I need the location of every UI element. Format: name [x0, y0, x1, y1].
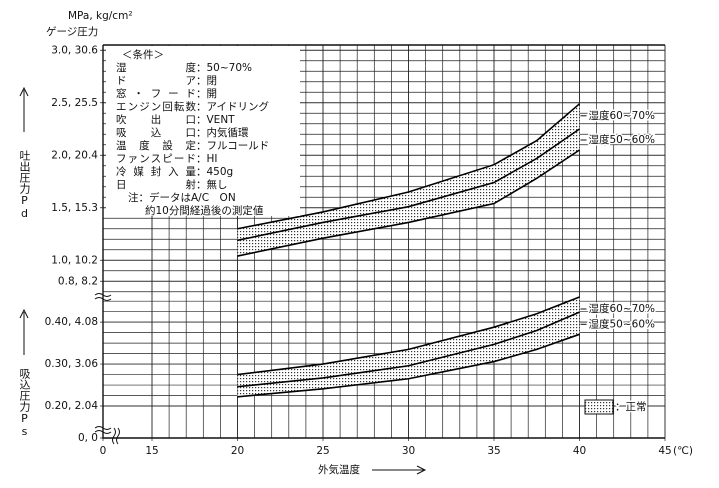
series-line	[237, 149, 580, 257]
x-tick-label: 30	[402, 445, 415, 457]
y-tick-label: 1.0, 10.2	[51, 254, 98, 266]
legend-swatch	[584, 399, 614, 415]
y-tick-label: 0.20, 2.04	[45, 400, 99, 412]
condition-value: ：内気循環	[196, 126, 249, 139]
condition-label: ファンスピード	[116, 153, 196, 165]
condition-value: ：無し	[196, 178, 228, 191]
series-line	[237, 103, 581, 230]
y-tick-label: 0.8, 8.2	[58, 275, 98, 287]
arrow	[19, 308, 29, 355]
conditions-box	[106, 46, 300, 216]
y-unit: MPa, kg/cm²	[68, 10, 133, 22]
series-label: 湿度60~70%	[589, 109, 656, 122]
x-tick-label: 15	[145, 445, 158, 457]
series-line	[237, 128, 580, 242]
condition-label: エンジン回転数	[116, 100, 197, 113]
condition-label: 冷媒封入量	[116, 165, 197, 178]
condition-value: ：50~70%	[196, 62, 252, 74]
y-label-discharge: 吐出圧力Pd	[18, 150, 31, 220]
axes	[102, 44, 665, 439]
x-unit: (℃)	[673, 445, 693, 457]
condition-note: 注：データはA/C ON	[128, 191, 236, 204]
series-label: 湿度50~60%	[589, 133, 656, 146]
y-tick-label: 0.30, 3.06	[45, 358, 99, 370]
conditions-title: ＜条件＞	[122, 48, 164, 61]
x-label: 外気温度	[318, 463, 360, 476]
y-subtitle: ゲージ圧力	[46, 25, 98, 38]
normal-band	[237, 103, 580, 257]
y-tick-label: 1.5, 15.3	[51, 202, 98, 214]
legend-label: ：正常	[615, 400, 647, 413]
series-line	[237, 296, 580, 376]
y-tick-label: 0, 0	[78, 432, 98, 444]
x-tick-label: 0	[100, 445, 107, 457]
normal-band	[237, 297, 580, 397]
condition-value: ：開	[196, 88, 217, 100]
y-tick-label: 2.5, 25.5	[51, 97, 98, 109]
condition-value: ：アイドリング	[196, 100, 269, 113]
condition-value: ：HI	[196, 153, 218, 165]
arrow	[372, 465, 427, 475]
y-tick-label: 0.40, 4.08	[45, 316, 98, 328]
series-label: 湿度60~70%	[589, 302, 656, 315]
condition-value: ：450g	[196, 166, 233, 178]
condition-label: 窓・フード	[116, 87, 196, 100]
condition-note: 約10分間経過後の測定値	[145, 204, 264, 217]
axis-break	[112, 427, 120, 445]
y-label-suction: 吸込圧力Ps	[18, 368, 31, 438]
y-tick-label: 2.0, 20.4	[51, 149, 98, 161]
x-tick-label: 35	[487, 445, 500, 457]
x-tick-label: 25	[316, 445, 329, 457]
series-label: 湿度50~60%	[589, 317, 656, 330]
condition-value: ：フルコールド	[196, 140, 269, 152]
series-line	[237, 311, 580, 388]
x-tick-label: 40	[573, 445, 586, 457]
x-tick-label: 45	[658, 445, 671, 457]
condition-value: ：閉	[196, 75, 217, 87]
y-tick-label: 3.0, 30.6	[51, 44, 98, 56]
arrow	[19, 86, 29, 132]
condition-value: ：VENT	[196, 114, 235, 126]
x-tick-label: 20	[231, 445, 244, 457]
series-line	[237, 333, 580, 398]
